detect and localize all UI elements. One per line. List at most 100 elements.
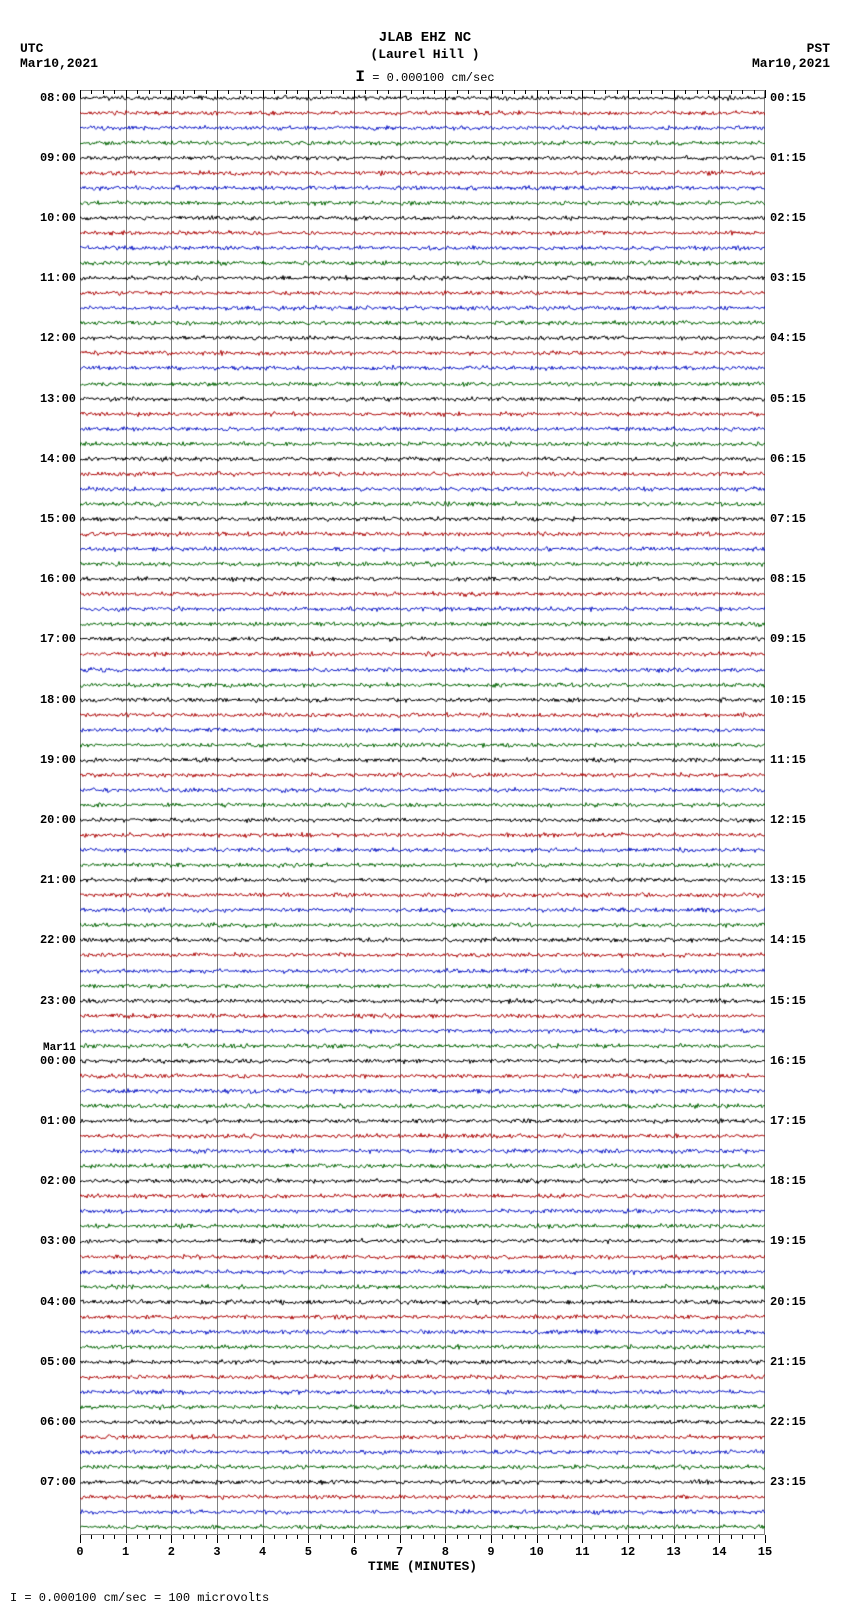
- seismic-trace: [80, 169, 765, 177]
- utc-hour-label: 05:00: [32, 1355, 76, 1369]
- pst-hour-label: 06:15: [770, 452, 806, 466]
- seismic-trace: [80, 936, 765, 944]
- seismic-trace: [80, 1072, 765, 1080]
- x-axis-title: TIME (MINUTES): [80, 1559, 765, 1574]
- seismic-trace: [80, 650, 765, 658]
- seismic-trace: [80, 906, 765, 914]
- tick-major: [354, 1535, 355, 1543]
- utc-hour-label: 21:00: [32, 873, 76, 887]
- ticks-bottom: [80, 1535, 765, 1545]
- seismic-trace: [80, 1268, 765, 1276]
- tick-major: [765, 1535, 766, 1543]
- seismic-trace: [80, 771, 765, 779]
- seismic-trace: [80, 184, 765, 192]
- tick-minor: [297, 1535, 298, 1539]
- seismic-trace: [80, 786, 765, 794]
- pst-hour-label: 11:15: [770, 753, 806, 767]
- seismic-trace: [80, 876, 765, 884]
- seismic-trace: [80, 1012, 765, 1020]
- tick-minor: [183, 1535, 184, 1539]
- utc-hour-label: 15:00: [32, 512, 76, 526]
- seismic-trace: [80, 1493, 765, 1501]
- seismic-trace: [80, 244, 765, 252]
- tick-major: [263, 1535, 264, 1543]
- seismic-trace: [80, 109, 765, 117]
- seismic-trace: [80, 1207, 765, 1215]
- tick-major: [308, 1535, 309, 1543]
- tick-minor: [708, 1535, 709, 1539]
- tick-minor: [103, 1535, 104, 1539]
- seismic-trace: [80, 334, 765, 342]
- x-tick-label: 15: [758, 1545, 772, 1559]
- pst-hour-label: 04:15: [770, 331, 806, 345]
- seismic-trace: [80, 485, 765, 493]
- tick-minor: [617, 1535, 618, 1539]
- x-tick-label: 4: [259, 1545, 266, 1559]
- utc-hour-label: 09:00: [32, 151, 76, 165]
- pst-hour-label: 10:15: [770, 693, 806, 707]
- station-title: JLAB EHZ NC: [0, 30, 850, 47]
- seismic-trace: [80, 229, 765, 237]
- tick-minor: [331, 1535, 332, 1539]
- tick-minor: [286, 1535, 287, 1539]
- tick-minor: [434, 1535, 435, 1539]
- pst-hour-label: 15:15: [770, 994, 806, 1008]
- seismic-trace: [80, 1117, 765, 1125]
- seismic-trace: [80, 756, 765, 764]
- seismic-trace: [80, 816, 765, 824]
- seismic-trace: [80, 1328, 765, 1336]
- tick-minor: [731, 1535, 732, 1539]
- footer-note: I = 0.000100 cm/sec = 100 microvolts: [10, 1591, 269, 1605]
- x-tick-label: 12: [621, 1545, 635, 1559]
- tick-major: [719, 1535, 720, 1543]
- tick-minor: [91, 1535, 92, 1539]
- utc-hour-label: 01:00: [32, 1114, 76, 1128]
- x-tick-label: 0: [76, 1545, 83, 1559]
- seismic-trace: [80, 199, 765, 207]
- utc-hour-label: 17:00: [32, 632, 76, 646]
- x-tick-label: 5: [305, 1545, 312, 1559]
- pst-hour-label: 07:15: [770, 512, 806, 526]
- utc-hour-label: 11:00: [32, 271, 76, 285]
- tick-major: [400, 1535, 401, 1543]
- x-tick-label: 7: [396, 1545, 403, 1559]
- seismic-trace: [80, 590, 765, 598]
- utc-hour-label: 13:00: [32, 392, 76, 406]
- seismogram-figure: JLAB EHZ NC (Laurel Hill ) I = 0.000100 …: [0, 0, 850, 1613]
- tick-major: [80, 1535, 81, 1543]
- tick-major: [674, 1535, 675, 1543]
- utc-hour-label: 06:00: [32, 1415, 76, 1429]
- seismic-trace: [80, 861, 765, 869]
- scale-note: I = 0.000100 cm/sec: [0, 68, 850, 86]
- seismic-trace: [80, 349, 765, 357]
- seismic-trace: [80, 455, 765, 463]
- pst-hour-label: 16:15: [770, 1054, 806, 1068]
- seismic-trace: [80, 364, 765, 372]
- seismic-trace: [80, 620, 765, 628]
- seismic-trace: [80, 319, 765, 327]
- pst-hour-label: 12:15: [770, 813, 806, 827]
- seismic-trace: [80, 515, 765, 523]
- seismic-trace: [80, 289, 765, 297]
- tick-minor: [365, 1535, 366, 1539]
- x-tick-label: 14: [712, 1545, 726, 1559]
- tick-major: [171, 1535, 172, 1543]
- seismic-trace: [80, 696, 765, 704]
- tick-minor: [206, 1535, 207, 1539]
- seismic-trace: [80, 1508, 765, 1516]
- seismic-trace: [80, 1222, 765, 1230]
- utc-hour-label: 03:00: [32, 1234, 76, 1248]
- seismic-trace: [80, 1478, 765, 1486]
- pst-hour-label: 09:15: [770, 632, 806, 646]
- seismic-trace: [80, 425, 765, 433]
- tick-major: [445, 1535, 446, 1543]
- tick-minor: [525, 1535, 526, 1539]
- tick-minor: [423, 1535, 424, 1539]
- tick-minor: [411, 1535, 412, 1539]
- utc-hour-label: 14:00: [32, 452, 76, 466]
- seismic-trace: [80, 380, 765, 388]
- seismic-trace: [80, 214, 765, 222]
- tick-minor: [149, 1535, 150, 1539]
- seismic-trace: [80, 605, 765, 613]
- utc-hour-label: 02:00: [32, 1174, 76, 1188]
